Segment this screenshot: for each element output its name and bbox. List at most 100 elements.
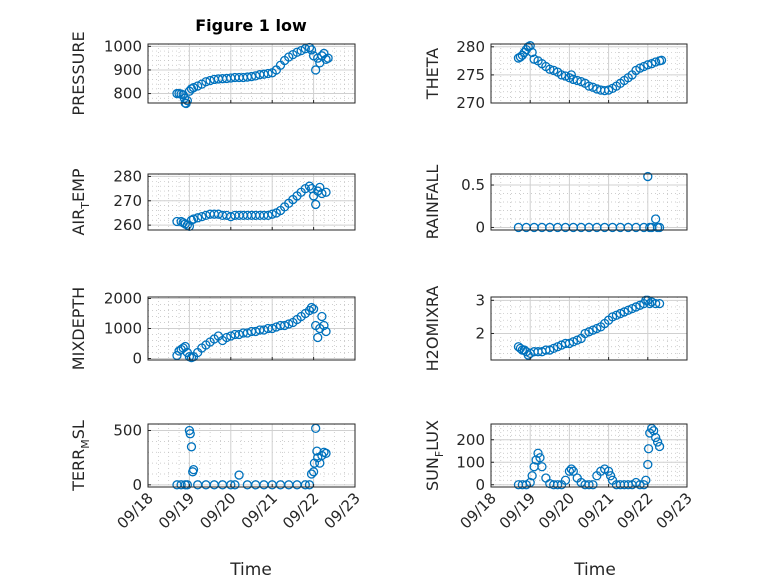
subplot-pressure: 800 900 1000 PRESSURE bbox=[69, 31, 356, 116]
data-point bbox=[643, 459, 653, 470]
data-point bbox=[649, 426, 659, 436]
y-tick-label: 2 bbox=[475, 324, 485, 342]
y-tick-label: 3 bbox=[475, 291, 485, 309]
data-point bbox=[308, 304, 319, 314]
data-point bbox=[176, 480, 186, 490]
y-tick-label: 280 bbox=[113, 167, 142, 185]
data-point bbox=[643, 444, 654, 454]
axes-frame bbox=[490, 423, 688, 488]
data-point bbox=[246, 71, 257, 82]
data-point bbox=[321, 187, 331, 197]
data-point bbox=[263, 68, 273, 79]
x-tick-label: 09/19 bbox=[155, 489, 198, 532]
data-point bbox=[319, 320, 329, 331]
data-point bbox=[197, 211, 207, 222]
y-tick-label: 0 bbox=[475, 476, 485, 494]
axes-frame bbox=[147, 173, 356, 231]
y-tick-label: 270 bbox=[113, 192, 142, 210]
y-axis-label: RAINFALL bbox=[423, 165, 442, 240]
data-point bbox=[186, 215, 197, 225]
data-point bbox=[650, 432, 661, 443]
y-tick-label: 800 bbox=[113, 85, 142, 103]
data-point bbox=[654, 298, 665, 309]
y-tick-label: 200 bbox=[456, 431, 485, 449]
data-point bbox=[188, 464, 199, 475]
data-point bbox=[321, 54, 331, 64]
data-point bbox=[306, 302, 317, 313]
data-point bbox=[180, 341, 190, 352]
y-tick-label: 100 bbox=[456, 453, 485, 471]
data-point bbox=[652, 437, 663, 447]
data-point bbox=[654, 222, 665, 233]
data-point bbox=[541, 473, 551, 483]
data-point bbox=[300, 480, 310, 490]
subplot-rainfall: 0 0.5 RAINFALL bbox=[423, 165, 688, 240]
subplot-air_temp: 260 270 280 AIRTEMP bbox=[69, 167, 356, 236]
y-tick-label: 500 bbox=[113, 422, 142, 440]
data-point bbox=[572, 75, 582, 86]
x-tick-label: 09/20 bbox=[196, 489, 239, 532]
y-tick-label: 275 bbox=[456, 66, 485, 84]
data-point bbox=[179, 93, 190, 103]
data-point bbox=[645, 298, 655, 309]
data-point bbox=[226, 480, 236, 490]
x-tick-label: 09/21 bbox=[574, 489, 617, 532]
subplot-theta: 270 275 280 THETA bbox=[423, 38, 688, 112]
x-tick-label: 09/22 bbox=[613, 489, 656, 532]
x-tick-label: 09/19 bbox=[496, 489, 539, 532]
axes-frame bbox=[490, 296, 688, 361]
data-point bbox=[643, 171, 653, 182]
x-tick-label: 09/23 bbox=[321, 489, 364, 532]
y-axis-label: SUNFLUX bbox=[423, 420, 446, 491]
y-tick-label: 0 bbox=[132, 350, 142, 368]
data-point bbox=[584, 480, 594, 490]
data-point bbox=[193, 213, 203, 223]
data-point bbox=[533, 448, 543, 458]
data-point bbox=[311, 199, 321, 210]
x-axis-label-left: Time bbox=[229, 560, 272, 580]
x-tick-label: 09/18 bbox=[457, 489, 500, 532]
data-point bbox=[552, 480, 563, 490]
y-axis-label: AIRTEMP bbox=[69, 168, 92, 235]
data-point bbox=[560, 475, 571, 485]
y-tick-label: 260 bbox=[113, 216, 142, 234]
data-point bbox=[201, 77, 211, 87]
data-point bbox=[584, 81, 594, 91]
data-point bbox=[566, 464, 577, 474]
data-point bbox=[603, 466, 614, 476]
x-tick-label: 09/22 bbox=[279, 489, 322, 532]
data-point bbox=[564, 466, 575, 476]
data-point bbox=[306, 45, 317, 55]
data-point bbox=[588, 480, 598, 490]
data-point bbox=[566, 70, 577, 80]
data-point bbox=[313, 332, 323, 343]
data-point bbox=[284, 319, 294, 329]
y-tick-label: 1000 bbox=[104, 37, 142, 55]
data-point bbox=[306, 469, 317, 479]
y-axis-label: MIXDEPTH bbox=[69, 287, 88, 370]
x-tick-label: 09/21 bbox=[238, 489, 281, 532]
data-point bbox=[182, 95, 192, 106]
data-point bbox=[182, 480, 192, 490]
data-point bbox=[315, 182, 325, 193]
data-point bbox=[643, 60, 653, 70]
data-point bbox=[321, 448, 331, 458]
data-point bbox=[279, 320, 290, 331]
data-point bbox=[172, 216, 182, 227]
data-point bbox=[317, 188, 327, 199]
data-point bbox=[304, 181, 315, 191]
data-point bbox=[188, 214, 199, 224]
data-point bbox=[311, 65, 321, 75]
data-point bbox=[527, 471, 537, 481]
data-point bbox=[263, 210, 273, 221]
data-point bbox=[568, 466, 578, 476]
data-point bbox=[650, 214, 661, 224]
data-point bbox=[545, 64, 555, 74]
subplot-h2omixra: 2 3 H2OMIXRA bbox=[423, 286, 688, 372]
data-point bbox=[186, 442, 197, 452]
y-axis-label: H2OMIXRA bbox=[423, 286, 442, 372]
data-point bbox=[188, 83, 199, 93]
